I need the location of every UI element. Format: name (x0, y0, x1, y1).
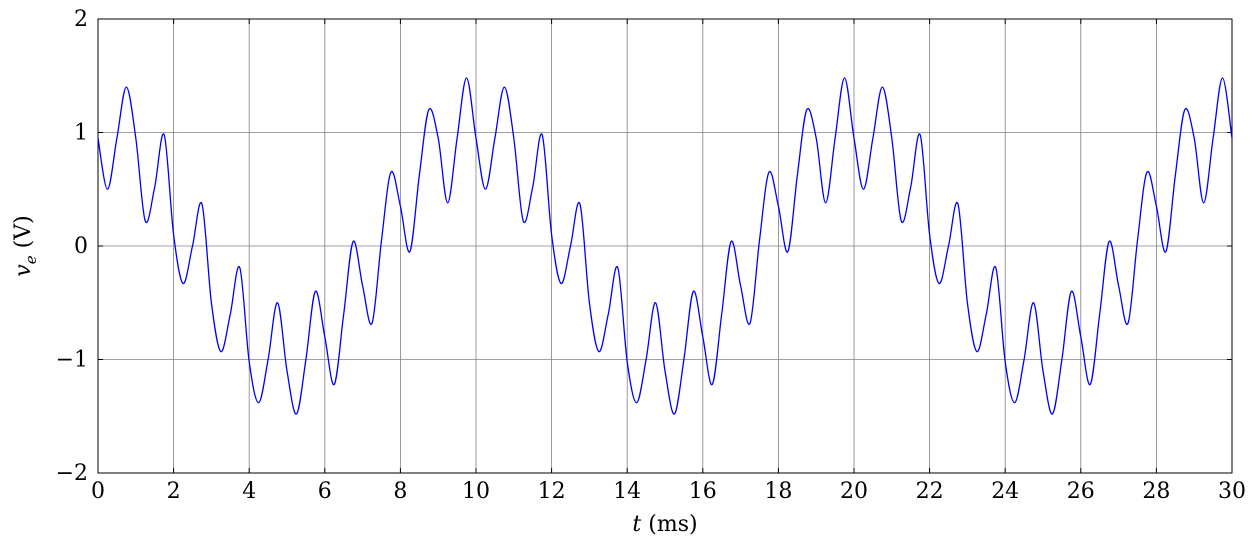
x-tick-label: 12 (538, 479, 566, 504)
x-tick-label: 28 (1142, 479, 1170, 504)
y-tick-labels: −2 −1 0 1 2 (56, 7, 88, 486)
x-tick-label: 10 (462, 479, 490, 504)
x-tick-label: 24 (991, 479, 1019, 504)
y-tick-label: 0 (74, 234, 88, 259)
x-tick-label: 0 (91, 479, 105, 504)
x-tick-label: 14 (613, 479, 641, 504)
x-tick-label: 30 (1218, 479, 1246, 504)
x-tick-label: 6 (318, 479, 332, 504)
grid-lines (97, 18, 1233, 474)
y-axis-label: ve (V) (11, 215, 40, 276)
y-tick-label: −1 (56, 348, 88, 373)
x-tick-label: 20 (840, 479, 868, 504)
y-tick-label: −2 (56, 461, 88, 486)
x-tick-label: 26 (1067, 479, 1095, 504)
x-tick-label: 2 (167, 479, 181, 504)
y-tick-label: 1 (74, 121, 88, 146)
x-tick-label: 8 (393, 479, 407, 504)
x-axis-label: t (ms) (632, 512, 697, 537)
x-tick-label: 4 (242, 479, 256, 504)
x-tick-labels: 0 2 4 6 8 10 12 14 16 18 20 22 24 26 28 30 (91, 479, 1246, 504)
y-tick-label: 2 (74, 7, 88, 32)
x-tick-label: 18 (764, 479, 792, 504)
tick-marks (97, 18, 1233, 474)
x-tick-label: 16 (689, 479, 717, 504)
series-line (97, 77, 1233, 415)
x-tick-label: 22 (916, 479, 944, 504)
